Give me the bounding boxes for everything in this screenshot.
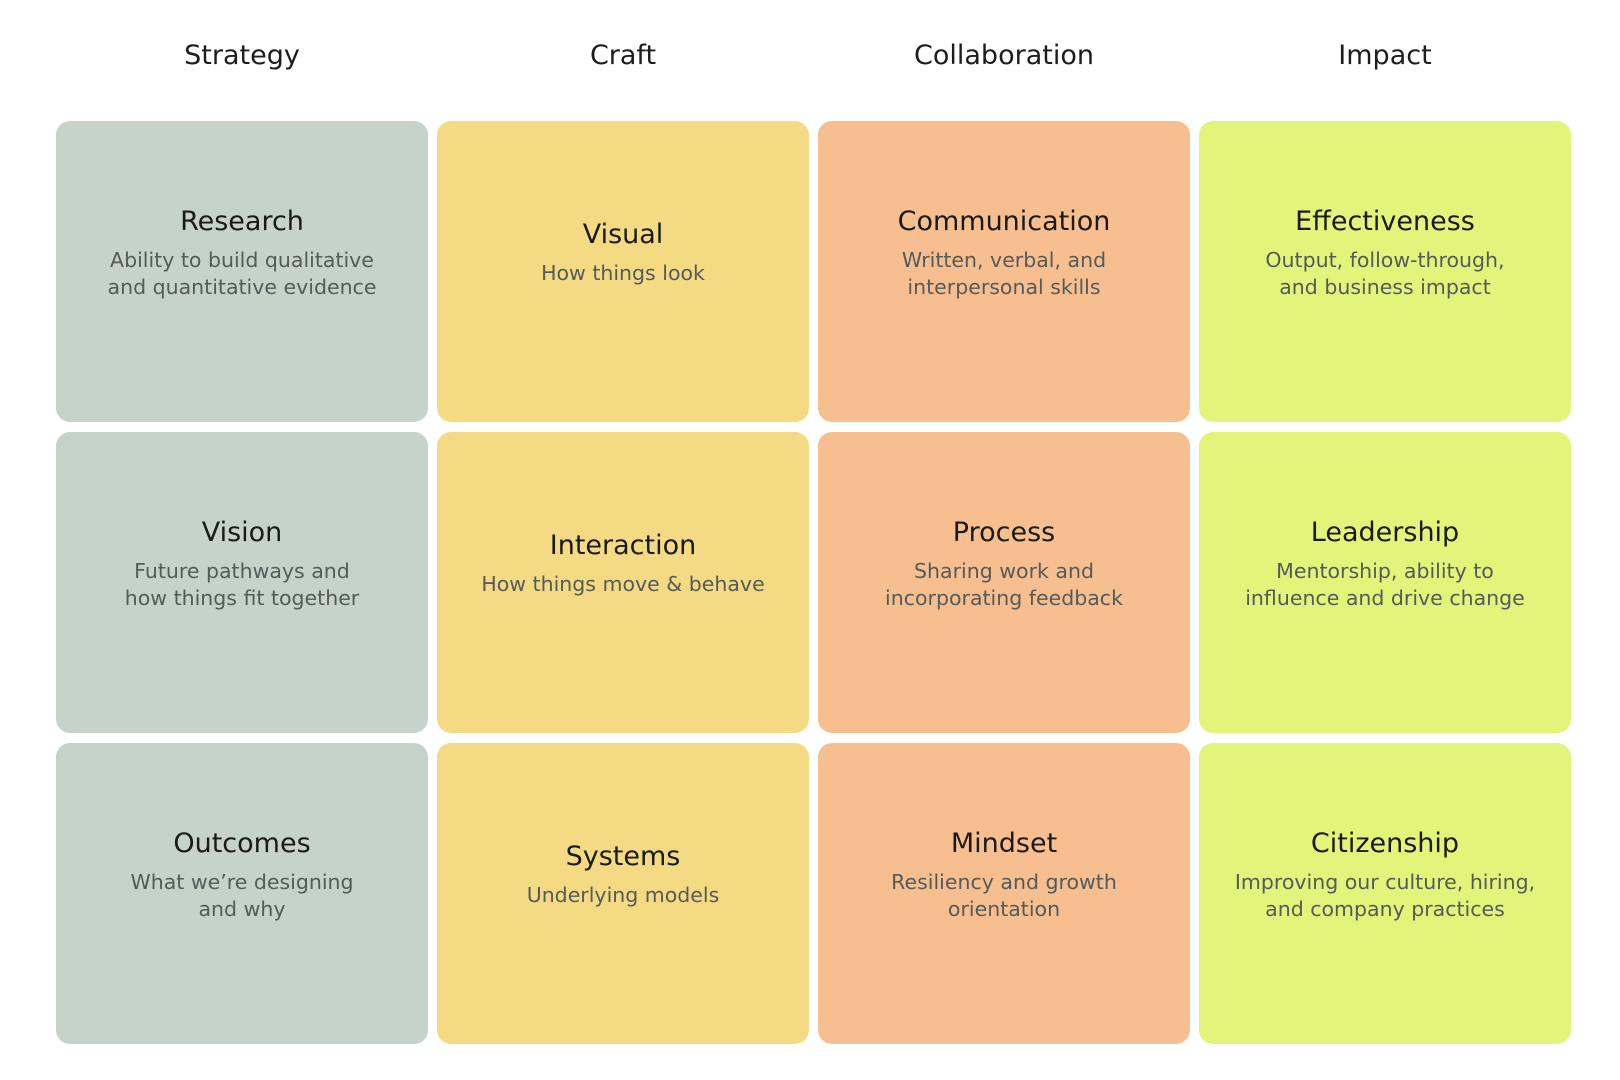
- card-title: Research: [180, 205, 304, 237]
- card-description: Underlying models: [526, 883, 720, 907]
- card-outcomes: Outcomes What we’re designing and why: [56, 743, 428, 1044]
- card-title: Effectiveness: [1295, 205, 1475, 237]
- card-title: Communication: [897, 205, 1111, 237]
- column-header-impact: Impact: [1338, 40, 1432, 71]
- card-title: Vision: [201, 516, 283, 548]
- card-description: How things look: [541, 261, 705, 285]
- card-description: Mentorship, ability to influence and dri…: [1245, 558, 1525, 610]
- card-title: Leadership: [1310, 516, 1460, 548]
- card-mindset: Mindset Resiliency and growth orientatio…: [818, 743, 1190, 1044]
- card-description: How things move & behave: [481, 572, 765, 596]
- card-title: Interaction: [549, 530, 697, 561]
- card-systems: Systems Underlying models: [437, 743, 809, 1044]
- card-description: Ability to build qualitative and quantit…: [107, 247, 377, 299]
- card-title: Process: [952, 516, 1056, 548]
- card-vision: Vision Future pathways and how things fi…: [56, 432, 428, 733]
- card-description: Output, follow-through, and business imp…: [1265, 247, 1505, 299]
- column-header-craft: Craft: [589, 40, 657, 71]
- column-headers: Strategy Craft Collaboration Impact: [56, 36, 1568, 76]
- card-description: Written, verbal, and interpersonal skill…: [901, 247, 1107, 299]
- card-visual: Visual How things look: [437, 121, 809, 422]
- card-title: Mindset: [950, 827, 1058, 859]
- card-description: Resiliency and growth orientation: [891, 869, 1117, 921]
- card-description: Improving our culture, hiring, and compa…: [1234, 869, 1536, 921]
- card-title: Visual: [582, 219, 664, 250]
- card-description: Sharing work and incorporating feedback: [885, 558, 1123, 610]
- card-description: What we’re designing and why: [130, 869, 354, 921]
- card-title: Systems: [565, 841, 681, 872]
- card-description: Future pathways and how things fit toget…: [124, 558, 360, 610]
- column-header-strategy: Strategy: [184, 40, 300, 71]
- card-research: Research Ability to build qualitative an…: [56, 121, 428, 422]
- card-title: Citizenship: [1310, 827, 1460, 859]
- card-communication: Communication Written, verbal, and inter…: [818, 121, 1190, 422]
- card-process: Process Sharing work and incorporating f…: [818, 432, 1190, 733]
- card-citizenship: Citizenship Improving our culture, hirin…: [1199, 743, 1571, 1044]
- card-leadership: Leadership Mentorship, ability to influe…: [1199, 432, 1571, 733]
- card-interaction: Interaction How things move & behave: [437, 432, 809, 733]
- column-header-collaboration: Collaboration: [914, 40, 1094, 71]
- card-effectiveness: Effectiveness Output, follow-through, an…: [1199, 121, 1571, 422]
- competency-grid: Research Ability to build qualitative an…: [56, 121, 1571, 1044]
- card-title: Outcomes: [173, 827, 311, 859]
